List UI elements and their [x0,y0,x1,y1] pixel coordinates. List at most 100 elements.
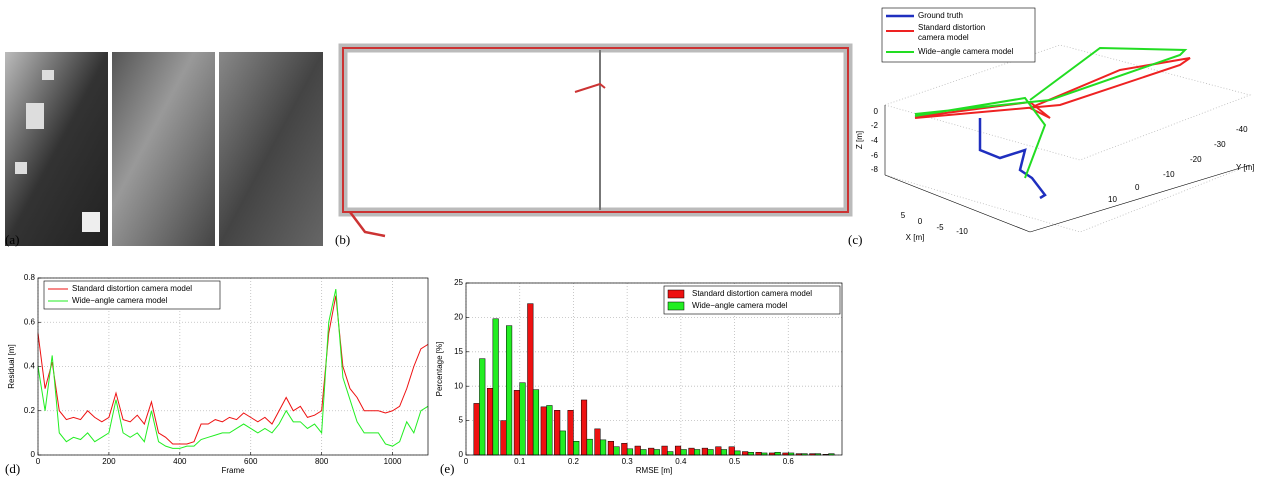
marker [42,70,54,80]
bar [674,445,682,456]
bar [742,451,749,456]
plot-3d [881,7,1252,233]
y-tick-label: 0 [459,450,464,459]
bar [688,447,695,456]
bar [747,451,754,456]
x-tick-label: 400 [173,457,187,466]
y-tick-label: 0.6 [24,317,36,326]
y-tick-label: 15 [454,347,463,356]
legend-label: Standard distortion [918,23,985,32]
y-tick-label: 10 [454,381,463,390]
tick-label: 10 [1108,195,1117,204]
axis-label: Z [m] [855,131,864,149]
bar [667,451,674,456]
y-tick-label: 20 [454,313,463,322]
bar [653,449,660,456]
tick-label: 0 [1135,183,1140,192]
tick-label: -8 [871,165,879,174]
marker [15,162,27,174]
bar [513,390,520,456]
bar [594,428,601,456]
bar [634,445,641,456]
bar [626,448,634,456]
caption: (c) [848,232,862,247]
legend-label: Standard distortion camera model [692,289,812,298]
bar [728,446,735,456]
bar [506,325,513,456]
bar [621,443,628,456]
bar [573,440,580,456]
tick-label: -20 [1190,155,1202,164]
tick-label: -10 [956,227,968,236]
bar [479,358,486,456]
bar [540,406,547,456]
bar [755,451,762,456]
y-tick-label: 0.2 [24,406,36,415]
x-axis-label: RMSE [m] [636,466,672,475]
x-tick-label: 0.6 [783,457,795,466]
x-tick-label: 600 [244,457,258,466]
tick-label: -10 [1163,170,1175,179]
legend-box [663,285,841,315]
bar [701,447,708,456]
x-tick-label: 0.5 [729,457,741,466]
x-tick-label: 0 [464,457,469,466]
photo [112,52,215,246]
marker [26,103,44,129]
x-tick-label: 0.1 [514,457,526,466]
data-line [37,295,429,445]
tick-label: 5 [901,211,906,220]
tick-label: -2 [871,121,879,130]
y-tick-label: 0.8 [24,273,36,282]
legend-swatch [667,289,685,299]
legend-label: Wide−angle camera model [72,296,168,305]
x-tick-label: 0 [36,457,41,466]
legend-label: Standard distortion camera model [72,284,192,293]
y-axis-label: Residual [m] [7,344,16,388]
axis-label: Y [m] [1236,163,1255,172]
tick-label: -4 [871,136,879,145]
caption: (b) [335,232,350,247]
bar [492,318,499,456]
y-tick-label: 5 [459,416,464,425]
bar [554,410,561,456]
axis-label: X [m] [906,233,925,242]
y-tick-label: 0.4 [24,362,36,371]
bar [500,420,507,456]
bar [774,451,781,456]
data-line [37,288,429,449]
bar [559,430,566,456]
legend-swatch [667,301,685,311]
bar [527,303,534,456]
bar [473,403,480,456]
bar [486,388,494,456]
bar [613,446,620,456]
bar [580,399,588,456]
marker [82,212,100,232]
y-axis-label: Percentage [%] [435,342,444,397]
y-tick-label: 0 [31,450,36,459]
bar [600,439,607,456]
caption: (a) [5,232,19,247]
plot-frame [37,277,429,456]
bar [546,405,553,456]
bar [532,389,540,456]
x-tick-label: 800 [315,457,329,466]
bar [567,410,574,456]
tick-label: -40 [1236,125,1248,134]
x-tick-label: 1000 [384,457,402,466]
legend-box [43,280,221,310]
bar [586,438,593,456]
legend-label: Wide−angle camera model [692,301,788,310]
x-tick-label: 200 [102,457,116,466]
bar [715,446,722,456]
tick-label: 0 [874,107,879,116]
bar [661,445,668,456]
bar [519,382,526,456]
legend-label: Ground truth [918,11,963,20]
caption: (e) [440,461,454,476]
caption: (d) [5,461,20,476]
bar [648,447,655,456]
tick-label: -6 [871,151,879,160]
